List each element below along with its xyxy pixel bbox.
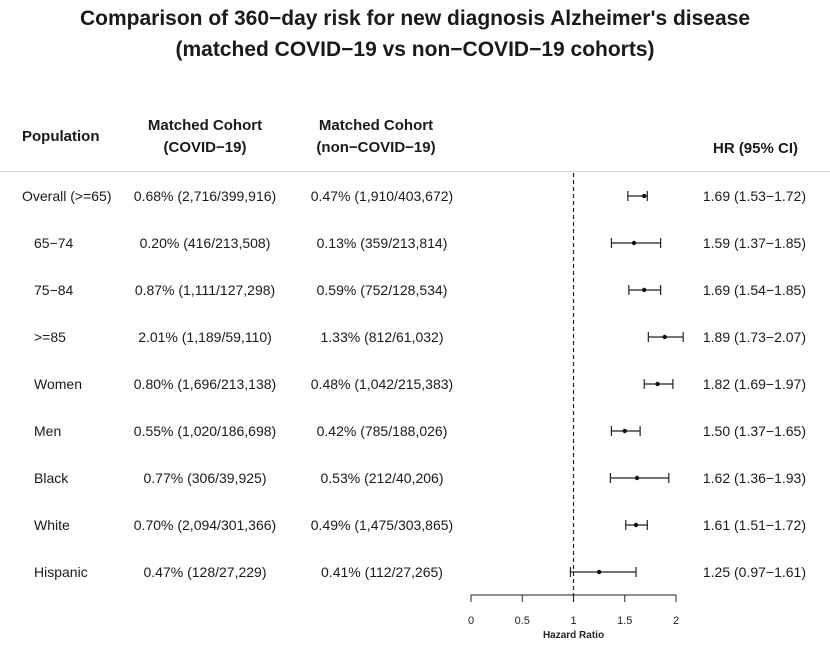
row-noncovid-cohort: 1.33% (812/61,032) <box>320 329 444 345</box>
hr-point <box>596 569 602 575</box>
chart-title-line-2: (matched COVID−19 vs non−COVID−19 cohort… <box>175 38 655 61</box>
x-tick-label: 1 <box>570 615 576 627</box>
hr-point <box>642 193 647 199</box>
row-noncovid-cohort: 0.47% (1,910/403,672) <box>310 188 454 204</box>
row-noncovid-cohort: 0.48% (1,042/215,383) <box>310 376 454 392</box>
row-covid-cohort: 0.77% (306/39,925) <box>143 470 267 486</box>
row-hr-text: 1.59 (1.37−1.85) <box>702 235 806 251</box>
row-population: Overall (>=65) <box>22 188 112 204</box>
row-hr-text: 1.69 (1.53−1.72) <box>702 188 806 204</box>
row-population: Men <box>34 423 62 439</box>
header-covid-line2: (COVID−19) <box>163 139 247 156</box>
x-tick-label: 0 <box>468 615 474 627</box>
x-tick-label: 2 <box>673 615 679 627</box>
x-tick-label: 1.5 <box>617 615 632 627</box>
row-hr-text: 1.89 (1.73−2.07) <box>702 329 806 345</box>
hr-point <box>655 381 660 387</box>
row-population: Hispanic <box>34 564 88 580</box>
hr-point <box>633 522 639 528</box>
row-hr-text: 1.82 (1.69−1.97) <box>702 376 806 392</box>
row-covid-cohort: 2.01% (1,189/59,110) <box>138 329 272 345</box>
header-noncovid-line1: Matched Cohort <box>318 117 434 134</box>
hr-point <box>634 475 640 481</box>
hr-point <box>622 428 627 434</box>
header-covid-line1: Matched Cohort <box>147 117 263 134</box>
row-population: Women <box>34 376 82 392</box>
row-noncovid-cohort: 0.59% (752/128,534) <box>316 282 448 298</box>
header-covid-cohort: Matched Cohort (COVID−19) <box>125 115 285 159</box>
hr-point <box>662 334 667 340</box>
row-noncovid-cohort: 0.49% (1,475/303,865) <box>310 517 454 533</box>
row-noncovid-cohort: 0.41% (112/27,265) <box>321 564 443 580</box>
header-noncovid-line2: (non−COVID−19) <box>316 139 436 156</box>
row-noncovid-cohort: 0.53% (212/40,206) <box>320 470 444 486</box>
row-population: 75−84 <box>34 282 74 298</box>
row-noncovid-cohort: 0.13% (359/213,814) <box>316 235 448 251</box>
row-population: Black <box>34 470 69 486</box>
hr-point <box>642 287 647 293</box>
row-hr-text: 1.50 (1.37−1.65) <box>702 423 806 439</box>
row-covid-cohort: 0.70% (2,094/301,366) <box>133 517 277 533</box>
row-covid-cohort: 0.47% (128/27,229) <box>143 564 267 580</box>
row-population: 65−74 <box>34 235 74 251</box>
row-hr-text: 1.61 (1.51−1.72) <box>702 517 806 533</box>
row-covid-cohort: 0.87% (1,111/127,298) <box>134 282 276 298</box>
row-hr-text: 1.69 (1.54−1.85) <box>702 282 806 298</box>
row-hr-text: 1.62 (1.36−1.93) <box>702 470 806 486</box>
row-covid-cohort: 0.55% (1,020/186,698) <box>133 423 277 439</box>
hr-point <box>631 240 637 246</box>
row-covid-cohort: 0.20% (416/213,508) <box>139 235 271 251</box>
row-population: >=85 <box>34 329 66 345</box>
row-covid-cohort: 0.68% (2,716/399,916) <box>133 188 277 204</box>
row-covid-cohort: 0.80% (1,696/213,138) <box>133 376 277 392</box>
chart-title-line-1: Comparison of 360−day risk for new diagn… <box>79 7 751 30</box>
header-divider <box>0 171 830 172</box>
row-noncovid-cohort: 0.42% (785/188,026) <box>316 423 448 439</box>
header-population: Population <box>22 128 100 145</box>
header-hr: HR (95% CI) <box>712 140 798 157</box>
row-hr-text: 1.25 (0.97−1.61) <box>702 564 806 580</box>
x-tick-label: 0.5 <box>515 615 530 627</box>
header-noncovid-cohort: Matched Cohort (non−COVID−19) <box>296 115 456 159</box>
x-axis-title: Hazard Ratio <box>543 630 604 641</box>
row-population: White <box>34 517 70 533</box>
